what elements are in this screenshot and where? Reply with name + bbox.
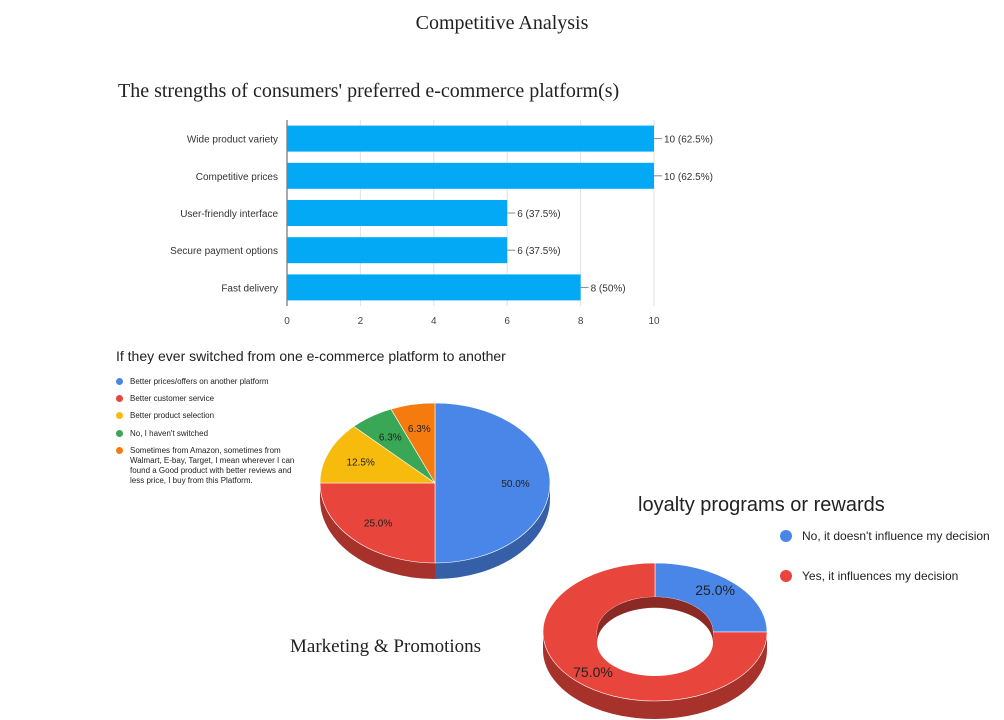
data-label: 10 (62.5%) [664, 172, 713, 183]
legend-label: Better prices/offers on another platform [130, 377, 269, 386]
data-label: 6 (37.5%) [517, 246, 560, 257]
pie-slice-label: 25.0% [364, 519, 392, 530]
pie-chart-title: If they ever switched from one e-commerc… [116, 348, 506, 364]
legend-label: No, it doesn't influence my decision [802, 529, 990, 543]
pie-slice-label: 6.3% [408, 424, 431, 435]
bar [287, 237, 508, 264]
legend-label: Better product selection [130, 411, 215, 420]
pie-slice-label: 12.5% [346, 458, 374, 469]
donut-slice-side [543, 632, 767, 719]
pie-slice [319, 426, 436, 484]
bar [287, 274, 581, 301]
bar [287, 200, 508, 226]
legend-label: No, I haven't switched [130, 429, 209, 438]
legend-swatch [116, 430, 123, 437]
pie-slice [390, 402, 436, 485]
x-tick-label: 8 [578, 316, 584, 327]
legend-label: Better customer service [130, 394, 215, 403]
pie-slice [319, 482, 436, 564]
category-label: Secure payment options [170, 246, 278, 257]
category-label: User-friendly interface [180, 209, 278, 220]
donut-chart-title: loyalty programs or rewards [638, 494, 885, 516]
legend-swatch [116, 395, 123, 402]
legend-swatch [116, 447, 123, 454]
x-tick-label: 6 [504, 316, 510, 327]
bar [287, 125, 654, 152]
legend-label: Sometimes from Amazon, sometimes from Wa… [130, 446, 295, 485]
data-label: 6 (37.5%) [517, 209, 560, 220]
donut-inner-wall [597, 597, 713, 643]
x-tick-label: 10 [648, 316, 660, 327]
category-label: Fast delivery [221, 283, 278, 294]
section-title: Marketing & Promotions [290, 636, 482, 657]
legend-label: Yes, it influences my decision [802, 569, 959, 583]
page-title: Competitive Analysis [415, 12, 589, 34]
pie-slice-label: 50.0% [501, 479, 529, 490]
data-label: 10 (62.5%) [664, 135, 713, 146]
donut-hole [597, 609, 713, 677]
legend-swatch [780, 530, 792, 542]
category-label: Competitive prices [196, 172, 278, 183]
bar [287, 162, 654, 189]
legend-swatch [116, 378, 123, 385]
bar-chart-title: The strengths of consumers' preferred e-… [118, 80, 620, 102]
category-label: Wide product variety [187, 135, 278, 146]
donut-slice-label: 75.0% [573, 664, 613, 680]
legend-swatch [780, 570, 792, 582]
pie-slice [434, 402, 551, 564]
pie-slice-label: 6.3% [379, 432, 402, 443]
legend-swatch [116, 412, 123, 419]
x-tick-label: 0 [284, 316, 290, 327]
x-tick-label: 2 [358, 316, 364, 327]
data-label: 8 (50%) [591, 283, 626, 294]
x-tick-label: 4 [431, 316, 437, 327]
donut-slice-label: 25.0% [695, 582, 735, 598]
bar-chart: 0 2 4 6 8 10 Wide product variety 10 (62.5%) Com… [170, 120, 713, 327]
